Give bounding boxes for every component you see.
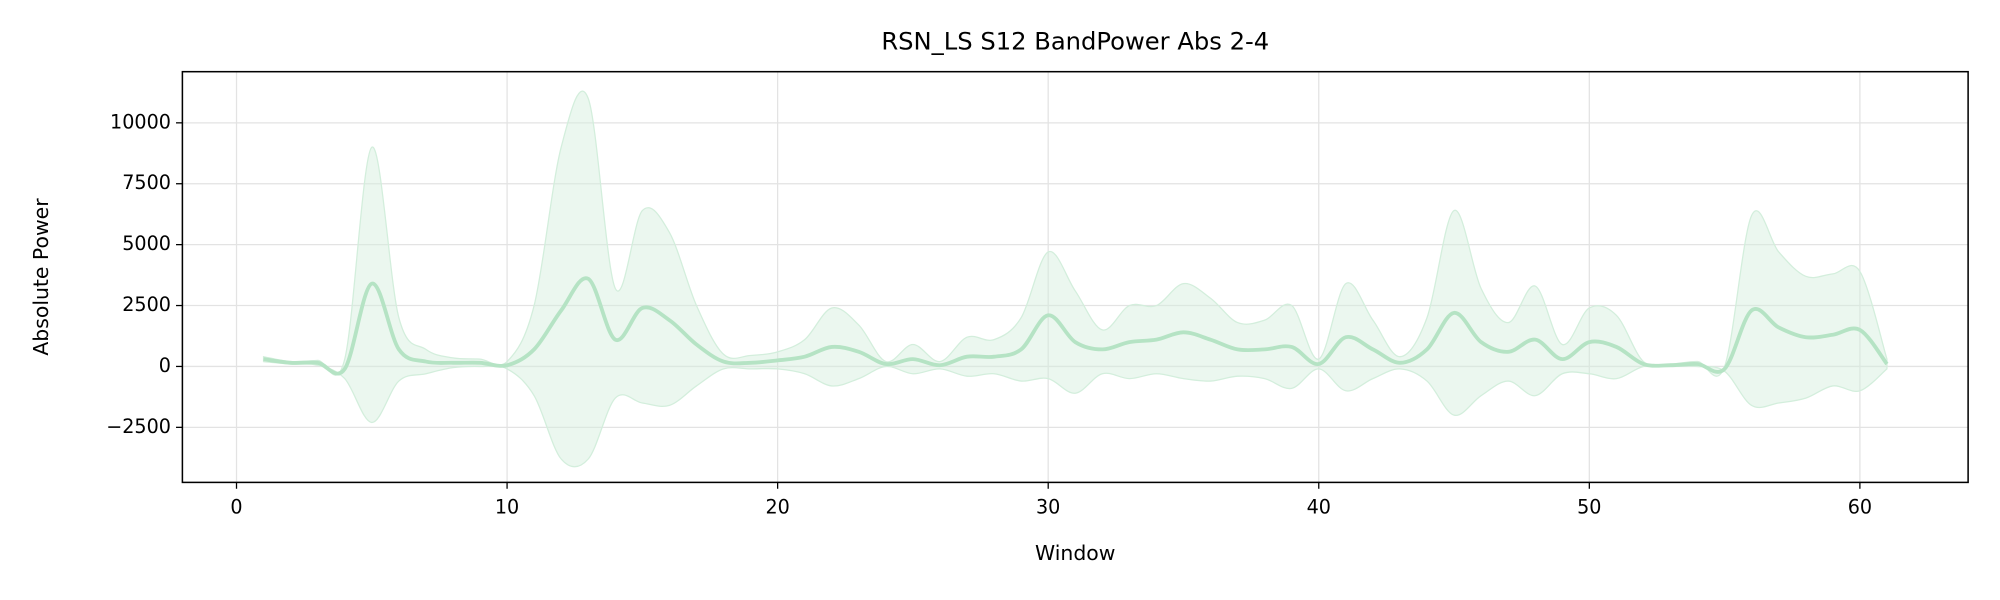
y-tick-label: 5000	[122, 232, 171, 255]
y-tick-label: 0	[159, 354, 171, 377]
x-tick-label: 20	[765, 495, 789, 518]
chart-title: RSN_LS S12 BandPower Abs 2-4	[881, 27, 1269, 55]
plot-frame	[181, 70, 1969, 484]
x-tick-label: 0	[230, 495, 242, 518]
x-tick-label: 60	[1848, 495, 1872, 518]
x-tick-label: 50	[1577, 495, 1601, 518]
y-axis-label: Absolute Power	[29, 198, 53, 356]
x-tick-label: 30	[1036, 495, 1060, 518]
y-tick-label: −2500	[106, 415, 171, 438]
std-band	[262, 90, 1888, 468]
x-tick-label: 40	[1307, 495, 1331, 518]
y-tick-label: 10000	[110, 110, 171, 133]
y-tick-label: 7500	[122, 171, 171, 194]
mean-line	[263, 276, 1889, 376]
y-tick-label: 2500	[122, 293, 171, 316]
x-tick-label: 10	[495, 495, 519, 518]
x-axis-label: Window	[1035, 541, 1115, 565]
